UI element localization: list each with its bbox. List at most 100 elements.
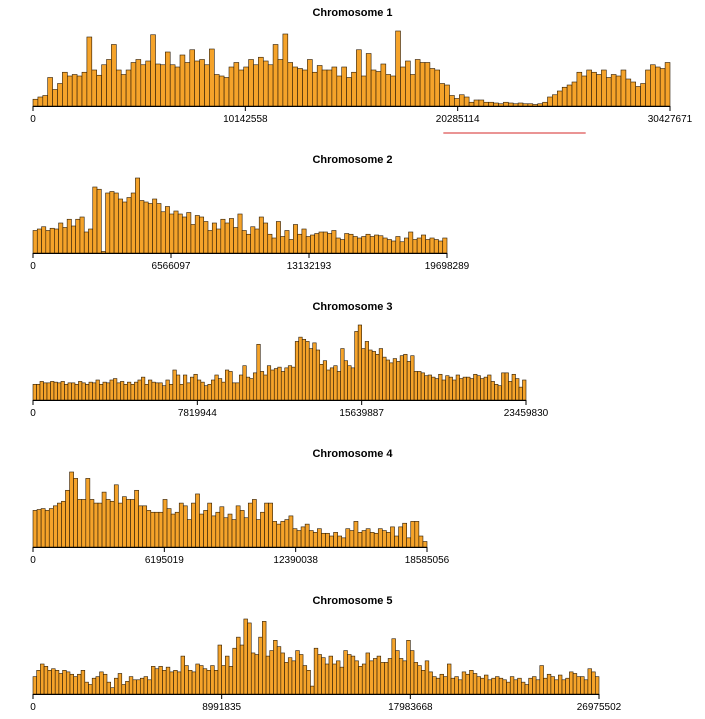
bar — [139, 200, 145, 254]
bar — [339, 239, 345, 254]
chart-1-title: Chromosome 1 — [312, 7, 393, 19]
bar — [73, 478, 78, 548]
bar — [52, 89, 58, 107]
bar — [373, 658, 378, 695]
bar — [402, 522, 407, 548]
bar — [391, 638, 396, 695]
bar — [273, 368, 279, 401]
bar — [468, 101, 475, 107]
bar — [650, 64, 656, 107]
bar — [221, 381, 226, 401]
bar — [310, 685, 315, 695]
bar — [339, 666, 345, 695]
bar — [417, 665, 422, 695]
bar — [32, 383, 37, 401]
bar — [329, 535, 334, 548]
bar — [435, 677, 441, 695]
bar — [424, 62, 431, 107]
chart-4: 0 6195019 12390038 18585056 — [30, 471, 450, 566]
bar — [223, 77, 230, 107]
bar — [231, 519, 237, 548]
bar — [498, 677, 504, 695]
bar — [312, 532, 318, 548]
bar — [174, 511, 180, 548]
bar — [241, 230, 247, 254]
bar — [439, 83, 445, 107]
bar — [109, 191, 115, 254]
bar — [268, 502, 273, 548]
bar — [605, 77, 612, 107]
bar — [414, 521, 420, 548]
bar — [162, 670, 167, 695]
bar — [228, 66, 235, 107]
bar — [378, 235, 384, 254]
bar — [384, 662, 389, 695]
bar — [390, 75, 396, 107]
bar — [469, 378, 474, 401]
bar — [173, 210, 179, 254]
bar — [333, 532, 338, 548]
bar — [305, 236, 311, 254]
bar — [645, 69, 651, 107]
bar — [365, 528, 371, 548]
bar — [199, 216, 205, 254]
bar — [117, 673, 123, 695]
bar — [58, 222, 64, 254]
bar — [204, 385, 209, 401]
bar — [328, 655, 333, 695]
bar — [284, 662, 289, 695]
bar — [301, 228, 307, 254]
bar — [287, 365, 293, 401]
bar — [506, 681, 511, 695]
bar — [576, 676, 581, 695]
bar — [214, 374, 219, 401]
bar — [461, 671, 467, 695]
bar — [414, 59, 421, 107]
bar — [75, 218, 81, 254]
bar — [410, 355, 415, 401]
bar — [221, 665, 226, 695]
bar — [361, 348, 366, 401]
bar — [155, 382, 160, 401]
bar — [111, 44, 117, 107]
bar — [102, 381, 107, 401]
bar — [332, 663, 337, 695]
bar — [45, 230, 51, 254]
bar — [444, 84, 450, 107]
bar — [179, 383, 184, 401]
bar — [106, 59, 112, 107]
bar — [294, 341, 300, 401]
bar — [109, 500, 115, 548]
bar — [143, 201, 149, 254]
x-tick-label: 6566097 — [152, 261, 191, 272]
bar — [410, 650, 415, 695]
bar — [207, 502, 213, 548]
x-tick-label: 12390038 — [273, 555, 318, 566]
bar — [354, 331, 359, 401]
bar — [296, 530, 302, 548]
bar — [62, 71, 68, 107]
bar — [322, 231, 328, 254]
bar — [106, 382, 111, 401]
bar — [93, 502, 99, 548]
bar — [326, 69, 333, 107]
x-tick-label: 0 — [30, 555, 36, 566]
bar — [36, 509, 42, 548]
bar — [341, 66, 347, 107]
bar — [497, 385, 502, 401]
bar — [277, 366, 282, 401]
bar — [635, 86, 641, 107]
bar — [36, 670, 41, 695]
bar — [252, 372, 258, 401]
chart-2: 0 6566097 13132193 19698289 — [30, 177, 470, 272]
bar — [125, 69, 132, 107]
bar — [478, 99, 485, 107]
bar — [615, 75, 622, 107]
bar — [105, 192, 111, 254]
bar — [347, 365, 352, 401]
bar — [49, 227, 55, 254]
bar — [172, 369, 177, 401]
bar — [83, 231, 89, 254]
bar — [216, 228, 222, 254]
